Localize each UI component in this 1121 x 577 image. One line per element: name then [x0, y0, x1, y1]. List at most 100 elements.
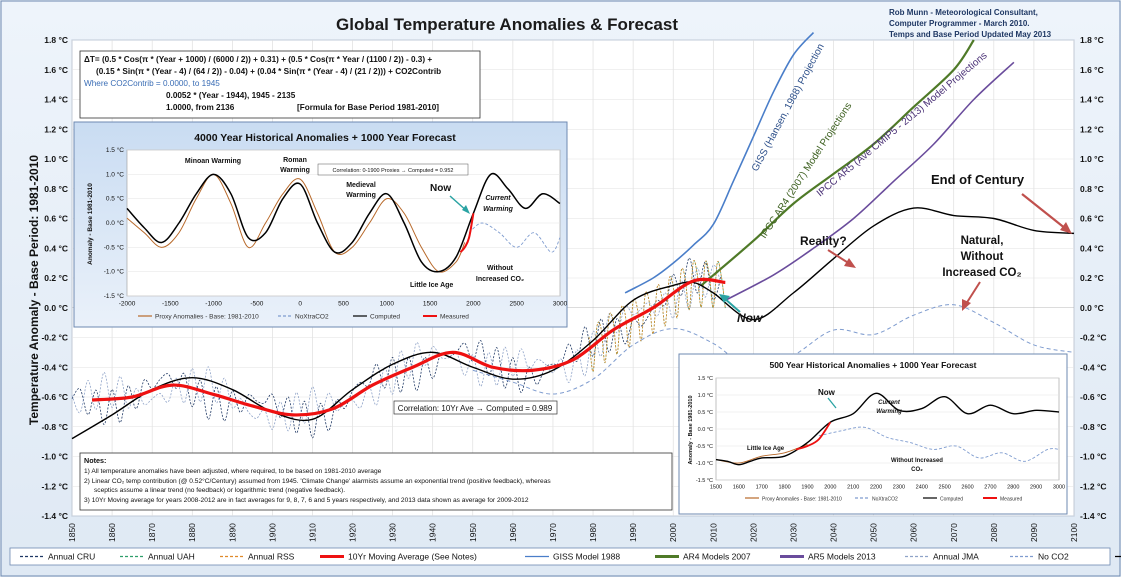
- formula-box: ΔT= (0.5 * Cos(π * (Year + 1000) / (6000…: [79, 50, 481, 119]
- inset-series-line: [795, 421, 832, 451]
- inset-legend-label: NoXtraCO2: [872, 497, 898, 503]
- y-axis-right-ticks: 1.8 °C 1.6 °C 1.4 °C 1.2 °C 1.0 °C 0.8 °C 0.6 …: [1080, 35, 1107, 521]
- x-tick-label: 2020: [748, 523, 758, 542]
- inset-x-tick: 2800: [1007, 485, 1019, 491]
- inset-x-tick: 500: [338, 301, 349, 308]
- inset-y-tick: 0.5 °C: [698, 410, 713, 416]
- inset-y-tick: -0.5 °C: [696, 444, 713, 450]
- inset-x-tick: 2000: [466, 301, 481, 308]
- plot-series: [71, 32, 1075, 440]
- inset-legend-label: Proxy Anomalies - Base: 1981-2010: [762, 497, 842, 503]
- y-tick-label-left: 1.6 °C: [44, 65, 68, 75]
- inset-series-line: [468, 222, 561, 253]
- y-tick-label-right: -1.0 °C: [1080, 452, 1107, 462]
- inset-x-tick: 1900: [801, 485, 813, 491]
- inset-y-tick: -0.5 °C: [104, 243, 125, 251]
- x-tick-label: 2050: [869, 523, 879, 542]
- note-2: 2) Linear CO₂ temp contribution (@ 0.52°…: [84, 477, 551, 485]
- end-century-arrow: [1021, 193, 1067, 230]
- formula-case-2: 0.0052 * (Year - 1944), 1945 - 2135: [166, 91, 296, 100]
- y-tick-label-left: 0.2 °C: [44, 273, 68, 283]
- correlation-box: [393, 400, 558, 415]
- inset1-roman-2: Warming: [280, 167, 310, 174]
- y-tick-label-left: 1.4 °C: [44, 95, 68, 105]
- inset2-current-2: Warming: [876, 409, 902, 415]
- notes-heading: Notes:: [84, 456, 106, 465]
- inset1-medieval-1: Medieval: [346, 182, 376, 189]
- y-tick-label-right: 0.6 °C: [1080, 214, 1104, 224]
- x-tick-label: 1930: [388, 523, 398, 542]
- inset-series-line: [126, 172, 561, 273]
- inset-x-tick: 1600: [733, 485, 745, 491]
- legend-label: Annual JMA: [933, 552, 979, 562]
- inset-series-line: [715, 392, 1060, 466]
- y-tick-label-left: -0.2 °C: [41, 333, 68, 343]
- note-1: 1) All temperature anomalies have been a…: [84, 468, 382, 475]
- inset-x-tick: -1000: [205, 301, 222, 308]
- inset1-y-ticks: 1.5 °C 1.0 °C 0.5 °C 0.0 °C -0.5 °C -1.0 °C -1…: [104, 146, 125, 300]
- inset-legend-label: Computed: [370, 314, 400, 321]
- formula-line-1: ΔT= (0.5 * Cos(π * (Year + 1000) / (6000…: [84, 55, 432, 64]
- inset1-without-2: Increased CO₂: [476, 276, 524, 283]
- y-tick-label-right: -0.2 °C: [1080, 333, 1107, 343]
- inset-y-tick: 0.5 °C: [106, 195, 124, 203]
- inset-x-tick: 2200: [870, 485, 882, 491]
- inset1-current-1: Current: [485, 195, 511, 202]
- x-tick-label: 2000: [668, 523, 678, 542]
- x-tick-label: 2060: [909, 523, 919, 542]
- inset-x-tick: 3000: [1053, 485, 1065, 491]
- legend-label: AR4 Models 2007: [683, 552, 751, 562]
- inset-legend-label: Proxy Anomalies - Base: 1981-2010: [155, 314, 259, 321]
- inset-x-tick: 1700: [756, 485, 768, 491]
- inset1-lia: Little Ice Age: [410, 282, 453, 289]
- note-2b: sceptics assume a linear trend (no feedb…: [94, 487, 345, 494]
- series-line-ar4-models-2007: [700, 39, 975, 287]
- y-tick-label-left: -1.2 °C: [41, 481, 68, 491]
- inset2-title: 500 Year Historical Anomalies + 1000 Yea…: [769, 360, 976, 370]
- x-tick-label: 1970: [548, 523, 558, 542]
- y-tick-label-left: 1.8 °C: [44, 35, 68, 45]
- chart-title: Global Temperature Anomalies & Forecast: [336, 15, 678, 34]
- inset-x-tick: 2600: [961, 485, 973, 491]
- y-tick-label-left: -1.4 °C: [41, 511, 68, 521]
- inset1-current-2: Warming: [483, 206, 514, 213]
- inset1-minoan: Minoan Warming: [185, 158, 241, 165]
- inset2-without-2: CO₂: [911, 467, 923, 473]
- series-line-ar5-models-2013: [724, 61, 1015, 302]
- inset2-lia: Little Ice Age: [747, 446, 785, 452]
- formula-note: [Formula for Base Period 1981-2010]: [297, 103, 439, 112]
- formula-line-2: (0.15 * Sin(π * (Year - 4) / (64 / 2)) -…: [96, 67, 441, 76]
- y-tick-label-left: 0.6 °C: [44, 214, 68, 224]
- reality-arrow: [827, 249, 851, 265]
- inset-y-tick: 1.5 °C: [106, 146, 124, 154]
- inset-x-tick: 1000: [380, 301, 395, 308]
- y-tick-label-left: 1.2 °C: [44, 124, 68, 134]
- satellite-series-line: [588, 260, 726, 372]
- inset-500-year: 500 Year Historical Anomalies + 1000 Yea…: [678, 353, 1068, 515]
- inset-x-tick: 3000: [553, 301, 568, 308]
- y-tick-label-right: -0.4 °C: [1080, 362, 1107, 372]
- y-tick-label-right: 0.0 °C: [1080, 303, 1104, 313]
- inset-x-tick: 2300: [893, 485, 905, 491]
- y-axis-label: Temperature Anomaly - Base Period: 1981-…: [27, 155, 41, 425]
- y-tick-label-left: 0.4 °C: [44, 243, 68, 253]
- y-tick-label-right: 1.8 °C: [1080, 35, 1104, 45]
- author-line-2: Computer Programmer - March 2010.: [889, 19, 1030, 28]
- main-legend: Annual CRU Annual UAH Annual RSS 10Yr Movin…: [20, 552, 1121, 562]
- legend-label: 10Yr Moving Average (See Notes): [348, 552, 477, 562]
- x-tick-label: 2040: [829, 523, 839, 542]
- inset1-correlation: Correlation: 0-1900 Proxies → Computed =…: [333, 168, 454, 174]
- inset-y-tick: 1.0 °C: [106, 170, 124, 178]
- y-tick-label-right: 1.0 °C: [1080, 154, 1104, 164]
- x-tick-label: 1880: [187, 523, 197, 542]
- y-tick-label-left: -0.8 °C: [41, 422, 68, 432]
- series-line-10yr-moving-average-see-notes-: [91, 277, 726, 417]
- y-tick-label-right: 0.8 °C: [1080, 184, 1104, 194]
- end-of-century-label: End of Century: [931, 172, 1025, 187]
- x-axis-ticks: 1850 1860 1870 1880 1890 1900 1910 1920 1930 1940…: [67, 523, 1079, 542]
- y-tick-label-right: -0.6 °C: [1080, 392, 1107, 402]
- x-tick-label: 2030: [788, 523, 798, 542]
- inset-x-tick: 2500: [509, 301, 524, 308]
